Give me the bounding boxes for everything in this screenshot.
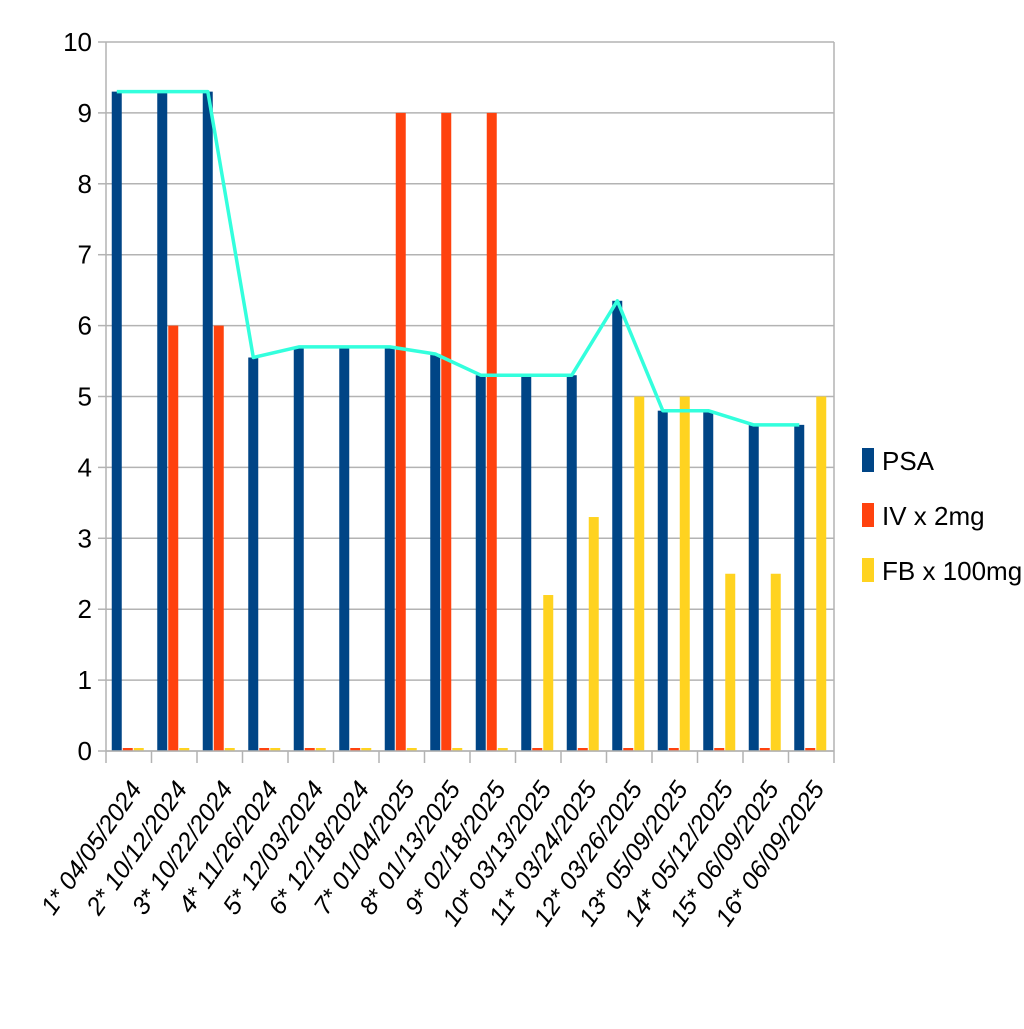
bar-psa — [657, 410, 668, 751]
bar-iv-x-2mg — [623, 748, 634, 751]
y-tick-label: 6 — [78, 311, 92, 341]
bar-fb-x-100mg — [679, 396, 690, 751]
bar-iv-x-2mg — [759, 748, 770, 751]
bar-iv-x-2mg — [532, 748, 543, 751]
bar-fb-x-100mg — [270, 748, 281, 751]
bar-psa — [521, 375, 532, 751]
bar-fb-x-100mg — [816, 396, 827, 751]
bar-iv-x-2mg — [395, 112, 406, 751]
legend-swatch-fb-x-100mg — [862, 558, 874, 582]
bar-psa — [612, 300, 623, 751]
bar-iv-x-2mg — [714, 748, 725, 751]
bar-fb-x-100mg — [543, 595, 554, 751]
y-tick-label: 5 — [78, 382, 92, 412]
bar-psa — [384, 346, 395, 751]
bar-psa — [703, 410, 714, 751]
bar-fb-x-100mg — [315, 748, 326, 751]
bar-psa — [202, 91, 213, 751]
bar-psa — [157, 91, 168, 751]
bar-psa — [566, 375, 577, 751]
y-tick-label: 2 — [78, 594, 92, 624]
bar-psa — [794, 424, 805, 751]
bar-fb-x-100mg — [452, 748, 463, 751]
legend: PSA IV x 2mg FB x 100mg — [862, 446, 1022, 586]
y-tick-label: 7 — [78, 240, 92, 270]
bar-fb-x-100mg — [634, 396, 645, 751]
y-tick-label: 10 — [63, 27, 92, 57]
y-tick-label: 0 — [78, 736, 92, 766]
bar-iv-x-2mg — [213, 325, 224, 751]
bar-fb-x-100mg — [497, 748, 508, 751]
bar-fb-x-100mg — [224, 748, 235, 751]
bar-iv-x-2mg — [486, 112, 497, 751]
bar-psa — [293, 346, 304, 751]
bar-psa — [430, 353, 441, 751]
bar-psa — [748, 424, 759, 751]
legend-label: IV x 2mg — [882, 501, 985, 531]
bar-psa — [475, 375, 486, 751]
y-tick-label: 4 — [78, 452, 92, 482]
bar-fb-x-100mg — [133, 748, 144, 751]
bar-iv-x-2mg — [168, 325, 179, 751]
bar-psa — [248, 357, 259, 751]
bar-fb-x-100mg — [770, 573, 781, 751]
legend-label: FB x 100mg — [882, 556, 1022, 586]
y-tick-label: 1 — [78, 665, 92, 695]
y-tick-label: 9 — [78, 98, 92, 128]
legend-label: PSA — [882, 446, 935, 476]
bar-iv-x-2mg — [350, 748, 361, 751]
bar-iv-x-2mg — [805, 748, 816, 751]
grid-layer — [105, 41, 835, 752]
y-tick-label: 3 — [78, 523, 92, 553]
bar-psa — [339, 346, 350, 751]
bar-iv-x-2mg — [668, 748, 679, 751]
bar-psa — [111, 91, 122, 751]
bar-iv-x-2mg — [259, 748, 270, 751]
bar-iv-x-2mg — [577, 748, 588, 751]
y-tick-label: 8 — [78, 169, 92, 199]
legend-swatch-psa — [862, 448, 874, 472]
bar-iv-x-2mg — [304, 748, 315, 751]
bar-layer — [111, 91, 827, 751]
bar-iv-x-2mg — [441, 112, 452, 751]
psa-trend-line — [116, 89, 800, 427]
bar-fb-x-100mg — [588, 517, 599, 751]
trend-line-layer — [116, 89, 800, 427]
bar-iv-x-2mg — [122, 748, 133, 751]
bar-fb-x-100mg — [179, 748, 190, 751]
bar-fb-x-100mg — [361, 748, 372, 751]
bar-fb-x-100mg — [725, 573, 736, 751]
legend-swatch-iv-x-2mg — [862, 503, 874, 527]
bar-fb-x-100mg — [406, 748, 417, 751]
